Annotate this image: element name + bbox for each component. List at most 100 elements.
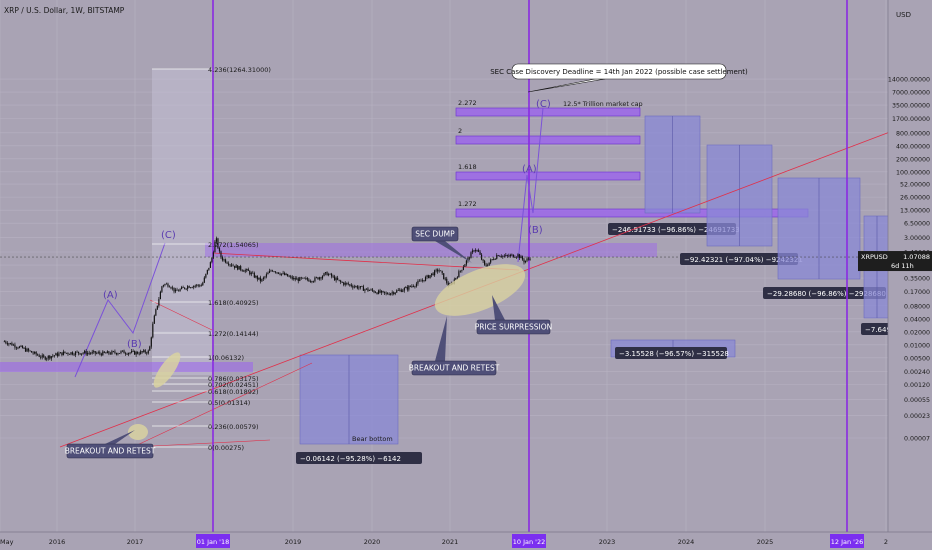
candle-body xyxy=(302,277,304,279)
candle-body xyxy=(429,275,431,279)
candle-body xyxy=(409,285,411,287)
candle-body xyxy=(209,262,211,268)
candle-body xyxy=(317,277,319,280)
candle-body xyxy=(162,285,165,287)
candle-body xyxy=(94,351,96,354)
candle-body xyxy=(38,355,40,357)
fan-line-a xyxy=(132,362,313,448)
candle-body xyxy=(246,269,248,271)
candle-body xyxy=(506,255,508,256)
candle-body xyxy=(84,351,86,353)
candle-body xyxy=(285,274,287,275)
candle-body xyxy=(97,352,99,354)
candle-body xyxy=(277,272,280,274)
fan-line-b xyxy=(132,439,271,448)
y-tick-label-6: 200.00000 xyxy=(896,156,930,163)
callout-box-3 xyxy=(411,360,497,376)
candle-body xyxy=(470,252,472,259)
date-marker-tag-0 xyxy=(196,534,230,548)
candle-body xyxy=(179,289,181,292)
candle-body xyxy=(344,282,346,285)
candle-body xyxy=(394,292,396,295)
candle-body xyxy=(237,265,239,270)
target-band-note-0: 12.5* Trillion market cap xyxy=(563,100,643,108)
x-tick-label-9: 2 xyxy=(884,538,888,546)
candle-body xyxy=(294,278,296,280)
candle-body xyxy=(109,353,111,355)
candle-body xyxy=(424,277,427,281)
y-tick-label-0: 14000.00000 xyxy=(888,77,930,84)
candle-body xyxy=(9,343,11,344)
candle-body xyxy=(141,351,143,353)
candle-body xyxy=(46,358,48,360)
y-axis-currency: USD xyxy=(896,11,911,19)
y-tick-label-1: 7000.00000 xyxy=(892,90,930,97)
candle-body xyxy=(327,274,330,276)
candle-body xyxy=(115,352,118,355)
candle-body xyxy=(500,256,502,257)
fib-label-2: 1.618(0.40925) xyxy=(208,299,259,307)
candle-body xyxy=(99,352,101,354)
candle-body xyxy=(484,260,486,265)
candle-body xyxy=(149,346,151,351)
candle-body xyxy=(61,352,63,356)
resistance-trendline xyxy=(211,252,520,271)
candle-body xyxy=(358,287,360,289)
candle-body xyxy=(255,275,257,278)
candle-body xyxy=(196,284,198,286)
highlight-ellipse-2 xyxy=(434,264,526,316)
candle-body xyxy=(518,254,521,259)
candle-body xyxy=(41,355,43,358)
callout-text-1: SEC DUMP xyxy=(415,230,455,239)
candle-body xyxy=(88,352,90,354)
candle-body xyxy=(521,256,524,260)
candle-body xyxy=(96,352,98,354)
candle-body xyxy=(330,273,333,277)
y-tick-label-20: 0.01000 xyxy=(904,342,930,349)
candle-body xyxy=(70,352,72,355)
candle-body xyxy=(332,276,334,278)
candle-body xyxy=(220,251,222,258)
x-tick-label-2: 2017 xyxy=(127,538,144,546)
callout-box-1 xyxy=(411,226,459,242)
x-tick-label-4: 2020 xyxy=(364,538,381,546)
candle-body xyxy=(265,274,268,277)
y-tick-label-21: 0.00500 xyxy=(904,355,930,362)
candle-body xyxy=(262,277,265,280)
candle-body xyxy=(230,264,233,266)
candle-body xyxy=(187,286,189,289)
y-tick-label-5: 400.00000 xyxy=(896,143,930,150)
candle-body xyxy=(11,343,13,346)
highlight-ellipse-1 xyxy=(128,424,148,440)
candle-body xyxy=(479,251,481,255)
callout-pointer-0 xyxy=(527,78,606,93)
y-tick-label-23: 0.00120 xyxy=(904,382,930,389)
candle-body xyxy=(320,277,322,279)
candle-body xyxy=(273,271,275,273)
candle-body xyxy=(224,259,227,263)
candle-body xyxy=(371,289,374,291)
candle-body xyxy=(188,286,190,288)
candle-body xyxy=(268,270,271,273)
candle-body xyxy=(280,273,283,275)
wave-path-past xyxy=(74,242,166,378)
candle-body xyxy=(68,353,71,355)
candle-body xyxy=(509,255,511,257)
candle-body xyxy=(177,290,180,292)
candle-body xyxy=(29,350,31,352)
y-tick-label-15: 0.35000 xyxy=(904,276,930,283)
bear-box-label-0: Bear bottom xyxy=(352,435,393,443)
candle-body xyxy=(329,273,331,275)
candle-body xyxy=(390,293,392,295)
candle-body xyxy=(134,350,136,355)
candle-body xyxy=(364,289,366,291)
candle-body xyxy=(418,280,421,282)
candle-body xyxy=(167,283,169,287)
candle-body xyxy=(206,269,208,274)
candle-body xyxy=(312,281,315,283)
x-axis-panel xyxy=(0,532,932,550)
candle-body xyxy=(471,250,474,253)
candle-body xyxy=(93,351,95,352)
candle-body xyxy=(185,288,187,290)
